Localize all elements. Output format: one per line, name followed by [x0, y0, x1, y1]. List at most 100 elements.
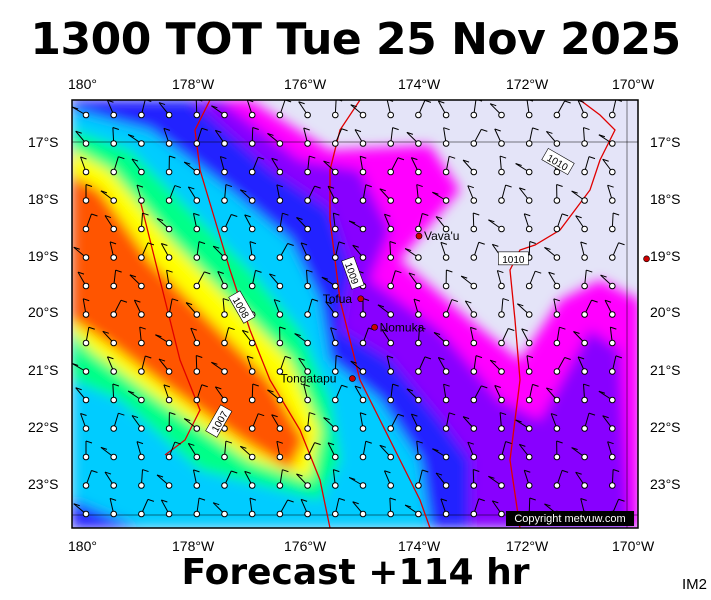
wind-barb — [109, 497, 117, 518]
copyright-text: Copyright metvuw.com — [514, 513, 625, 525]
lat-label-left-22s: 22°S — [28, 419, 59, 435]
wind-barb — [359, 184, 372, 204]
wind-barb — [600, 274, 616, 290]
place-label: Tongatapu — [280, 372, 336, 386]
wind-barb — [300, 498, 311, 518]
wind-barb — [464, 300, 478, 318]
place-marker — [357, 295, 365, 303]
wind-barb — [515, 419, 533, 432]
wind-barb — [467, 185, 478, 204]
wind-barb — [77, 271, 90, 290]
wind-barb — [435, 472, 450, 489]
wind-barb — [330, 327, 339, 347]
wind-barb — [190, 327, 201, 347]
wind-barb — [498, 441, 512, 461]
wind-barb — [387, 157, 405, 176]
wind-barb — [498, 155, 507, 176]
map-frame — [71, 99, 639, 529]
wind-barb — [332, 384, 348, 404]
wind-barb — [437, 100, 450, 119]
isobar-1010-east — [509, 100, 616, 528]
wind-barb — [323, 417, 339, 432]
wind-barb — [276, 440, 284, 461]
wind-barb — [104, 215, 117, 233]
wind-barb — [415, 469, 429, 489]
wind-barb — [525, 355, 534, 375]
wind-barb — [133, 299, 145, 318]
wind-barb — [332, 469, 340, 489]
wind-barb — [609, 212, 620, 233]
wind-barb — [470, 128, 488, 147]
wind-barb — [221, 440, 233, 461]
wind-barb — [470, 241, 485, 261]
wind-barb — [462, 159, 478, 176]
wind-barb — [489, 359, 505, 375]
wind-barb — [156, 218, 173, 233]
wind-barb — [494, 128, 505, 147]
wind-barb — [75, 387, 90, 404]
wind-barb — [387, 241, 397, 261]
wind-barb — [304, 185, 321, 204]
wind-barb — [581, 269, 593, 290]
place-marker — [643, 255, 650, 263]
wind-barb — [440, 498, 450, 518]
wind-barb — [304, 442, 321, 461]
wind-barb — [467, 441, 478, 461]
wind-barb — [442, 155, 456, 176]
forecast-hour-label: Forecast +114 hr — [181, 552, 530, 593]
wind-barb — [110, 156, 125, 176]
wind-barb — [577, 356, 588, 375]
wind-barb — [432, 448, 450, 461]
lat-label-left-18s: 18°S — [28, 191, 59, 207]
wind-barb — [138, 469, 149, 489]
wind-barb — [609, 469, 620, 489]
copyright-box — [506, 511, 634, 526]
wind-barb — [193, 355, 203, 375]
wind-barb — [518, 187, 533, 204]
wind-barb — [100, 190, 117, 204]
wind-barb — [72, 106, 90, 119]
wind-barb — [415, 184, 423, 204]
wind-barb — [193, 384, 208, 404]
wind-barb — [82, 213, 98, 233]
lon-label-top-178w: 178°W — [172, 76, 215, 92]
wind-barb — [110, 299, 128, 318]
lon-label-bottom-172w: 172°W — [506, 538, 549, 554]
wind-barb — [377, 304, 395, 318]
lat-label-left-19s: 19°S — [28, 248, 59, 264]
wind-barb — [571, 190, 588, 204]
wind-barb — [241, 329, 256, 347]
wind-barb — [296, 217, 311, 233]
wind-barb — [379, 188, 395, 204]
wind-barb — [106, 356, 117, 375]
wind-barb — [580, 241, 588, 261]
wind-barb — [192, 469, 201, 489]
wind-barb — [221, 470, 238, 489]
wind-barb — [325, 301, 339, 318]
wind-barb — [110, 269, 122, 290]
wind-barb — [276, 326, 286, 347]
wind-barb — [273, 299, 284, 318]
isobar-1009 — [329, 100, 431, 528]
wind-barb — [410, 157, 422, 176]
wind-barb — [406, 388, 422, 404]
wind-barb — [609, 326, 617, 347]
wind-barb — [354, 385, 367, 404]
place-label: Vava'u — [424, 229, 459, 243]
wind-barb — [498, 298, 510, 318]
wind-barb — [246, 355, 256, 375]
wind-barb — [406, 131, 422, 147]
wind-barb — [553, 440, 563, 461]
wind-barb — [221, 327, 235, 347]
wind-barb — [494, 385, 505, 404]
wind-barb — [408, 272, 422, 290]
wind-barb — [185, 302, 201, 318]
wind-barb — [546, 130, 561, 147]
wind-barb — [350, 360, 367, 375]
wind-barb — [575, 471, 588, 489]
wind-barb — [138, 326, 146, 347]
wind-barb — [82, 298, 90, 318]
wind-barb — [276, 212, 289, 233]
wind-barb — [73, 246, 90, 261]
wind-barb — [581, 412, 596, 432]
